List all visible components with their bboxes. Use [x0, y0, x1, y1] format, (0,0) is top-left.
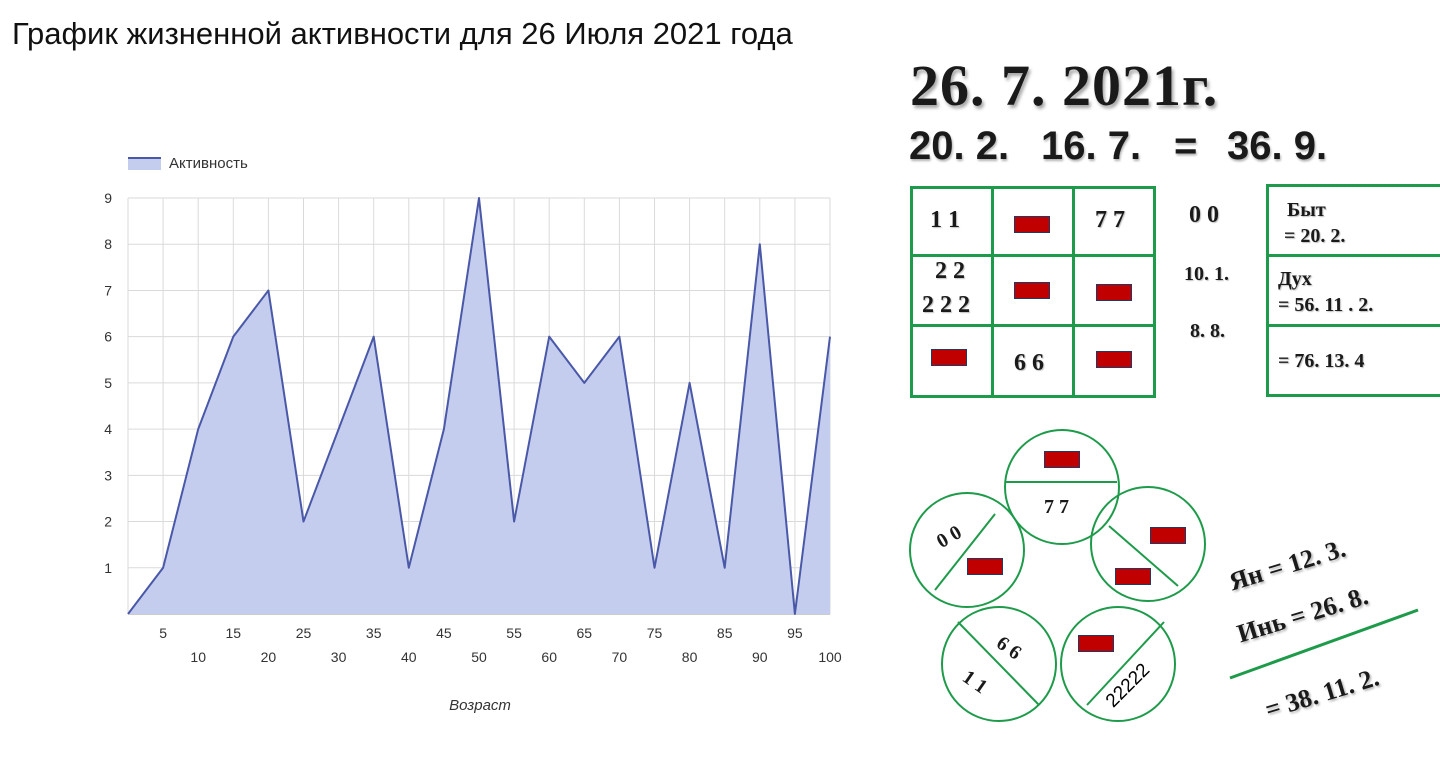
x-tick-label: 50	[471, 649, 487, 665]
x-tick-label: 90	[752, 649, 768, 665]
x-axis-label: Возраст	[449, 697, 511, 714]
x-tick-label: 25	[296, 625, 312, 641]
x-tick-label: 45	[436, 625, 452, 641]
middle-value-1: 0 0	[1189, 202, 1219, 228]
red-marker	[1014, 216, 1050, 233]
page-title: График жизненной активности для 26 Июля …	[12, 16, 793, 51]
y-tick-label: 5	[104, 375, 112, 391]
red-marker	[1096, 284, 1132, 301]
red-marker	[1150, 527, 1186, 544]
red-marker	[1096, 351, 1132, 368]
y-tick-label: 8	[104, 236, 112, 252]
circle-bottom-right	[1060, 606, 1176, 722]
middle-value-3: 8. 8.	[1190, 320, 1225, 342]
x-tick-label: 65	[577, 625, 593, 641]
circle-right	[1090, 486, 1206, 602]
y-tick-label: 4	[104, 421, 112, 437]
circle-top	[1004, 429, 1120, 545]
x-tick-label: 30	[331, 649, 347, 665]
dukh-label: Дух	[1278, 268, 1312, 290]
dukh-value: = 56. 11 . 2.	[1278, 294, 1374, 316]
x-tick-label: 85	[717, 625, 733, 641]
x-tick-label: 75	[647, 625, 663, 641]
x-tick-label: 70	[612, 649, 628, 665]
chart-legend: Активность	[128, 155, 248, 172]
y-tick-label: 3	[104, 467, 112, 483]
total-value: = 76. 13. 4	[1278, 350, 1365, 372]
byt-label: Быт	[1287, 199, 1326, 221]
x-tick-label: 10	[190, 649, 206, 665]
x-tick-label: 55	[506, 625, 522, 641]
circle-left	[909, 492, 1025, 608]
grid-cell-2-1-line1: 2 2	[935, 258, 965, 284]
y-tick-label: 9	[104, 190, 112, 206]
red-marker	[1115, 568, 1151, 585]
red-marker	[967, 558, 1003, 575]
x-tick-label: 20	[261, 649, 277, 665]
grid-cell-1-3: 7 7	[1095, 207, 1125, 233]
red-marker	[1044, 451, 1080, 468]
x-tick-label: 15	[226, 625, 242, 641]
y-tick-label: 7	[104, 282, 112, 298]
x-tick-label: 95	[787, 625, 803, 641]
x-tick-label: 40	[401, 649, 417, 665]
numerology-date: 26. 7. 2021г.	[910, 53, 1219, 118]
formula-eq: =	[1174, 124, 1198, 168]
legend-swatch	[128, 158, 161, 170]
y-tick-label: 2	[104, 514, 112, 530]
x-tick-label: 5	[159, 625, 167, 641]
circle-bottom-left	[941, 606, 1057, 722]
grid-cell-3-2: 6 6	[1014, 350, 1044, 376]
y-tick-label: 6	[104, 329, 112, 345]
chart-area	[127, 197, 831, 615]
x-tick-label: 80	[682, 649, 698, 665]
circle-top-value: 7 7	[1044, 496, 1069, 518]
legend-label: Активность	[169, 155, 248, 172]
grid-cell-1-1: 1 1	[930, 207, 960, 233]
formula-b: 16. 7.	[1041, 124, 1142, 168]
series-area-fill	[128, 198, 830, 614]
red-marker	[1014, 282, 1050, 299]
x-tick-label: 100	[818, 649, 842, 665]
red-marker	[931, 349, 967, 366]
byt-value: = 20. 2.	[1284, 225, 1346, 247]
grid-cell-2-1-line2: 2 2 2	[922, 292, 970, 318]
formula-a: 20. 2.	[909, 124, 1010, 168]
red-marker	[1078, 635, 1114, 652]
x-tick-label: 60	[541, 649, 557, 665]
formula-result: 36. 9.	[1227, 124, 1328, 168]
y-tick-label: 1	[104, 560, 112, 576]
x-tick-label: 35	[366, 625, 382, 641]
middle-value-2: 10. 1.	[1184, 263, 1229, 285]
